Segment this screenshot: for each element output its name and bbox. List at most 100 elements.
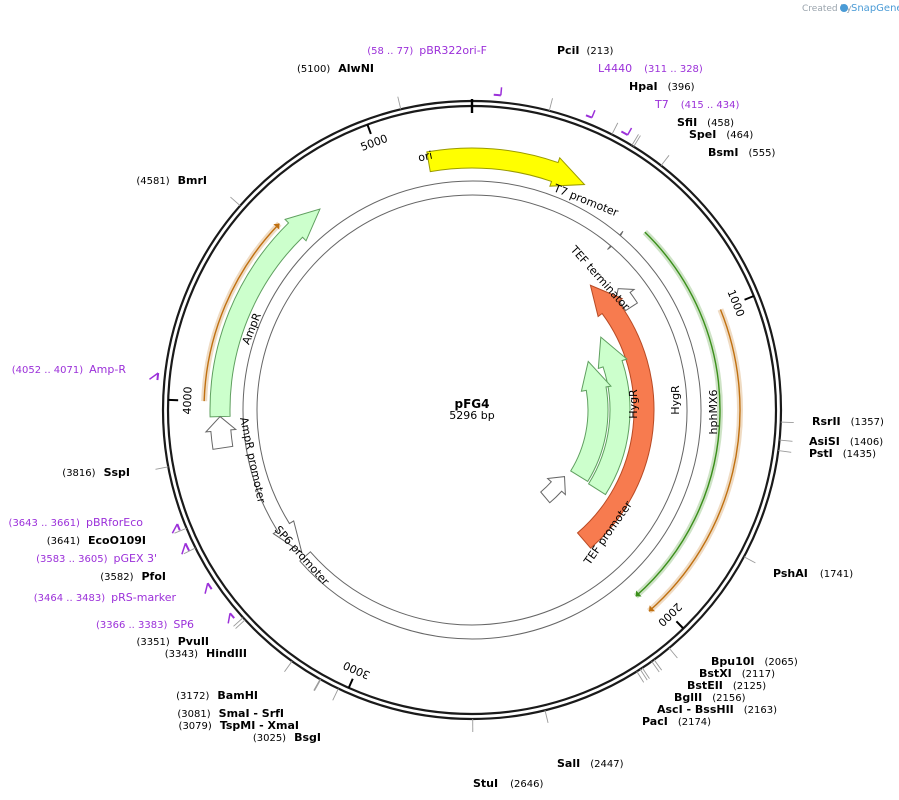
site-bsmi[interactable]: BsmI (555): [708, 146, 775, 159]
site-tspmi-xmai[interactable]: (3079) TspMI - XmaI: [179, 719, 299, 732]
site-stui[interactable]: StuI (2646): [473, 777, 543, 790]
feature-track: [204, 147, 702, 640]
site-leader-13: [639, 668, 648, 681]
feature-hygr-outer[interactable]: [587, 336, 631, 496]
site-leader-2: [631, 134, 639, 146]
site-leader-27: [397, 96, 402, 110]
t7-bar[interactable]: [620, 130, 629, 136]
site-leader-22: [233, 617, 244, 627]
site-pshai[interactable]: PshAI (1741): [773, 567, 853, 580]
primer-bar-track: [149, 87, 633, 624]
tick-2000: [675, 620, 685, 630]
prs-marker-bar[interactable]: [206, 582, 213, 590]
feature-ampr-promoter[interactable]: [204, 415, 238, 450]
site-psti[interactable]: PstI (1435): [809, 447, 876, 460]
site-rsrii[interactable]: RsrII (1357): [812, 415, 884, 428]
site-bmri[interactable]: (4581) BmrI: [136, 174, 207, 187]
primer-l4440[interactable]: L4440 (311 .. 328): [598, 62, 703, 75]
amp-r-bar-leader: [149, 372, 159, 380]
pbr322ori-f-bar[interactable]: [493, 93, 501, 97]
label-hphmx6: hphMX6: [707, 390, 720, 435]
primer-pbr322ori-f[interactable]: (58 .. 77) pBR322ori-F: [367, 44, 487, 57]
sp6-bar-leader: [227, 613, 231, 624]
site-leader-10: [653, 659, 663, 671]
feature-hphmx6[interactable]: [576, 284, 655, 549]
site-leader-7: [778, 450, 792, 453]
site-sspi[interactable]: (3816) SspI: [62, 466, 130, 479]
site-labels: PciI (213) HpaI (396) SfiI (458) SpeI (464) …: [47, 44, 884, 790]
pbrforeco-bar[interactable]: [176, 523, 181, 531]
primer-pbrforeco[interactable]: (3643 .. 3661) pBRforEco: [9, 516, 144, 529]
primer-labels: (58 .. 77) pBR322ori-F L4440 (311 .. 328) …: [9, 44, 740, 631]
site-bpu10i[interactable]: Bpu10I (2065): [711, 655, 798, 668]
primer-arrow-hph-green[interactable]: [635, 231, 721, 597]
label-ori: ori: [417, 149, 434, 165]
site-alwni[interactable]: (5100) AlwNI: [297, 62, 374, 75]
label-hygr-outer: HygR: [669, 385, 682, 415]
site-pvuii[interactable]: (3351) PvuII: [136, 635, 209, 648]
label-hygr-inner: HygR: [627, 389, 640, 419]
site-hpai[interactable]: HpaI (396): [629, 80, 695, 93]
site-leader-3: [633, 135, 641, 147]
thin-arrow-track: [201, 221, 743, 614]
site-paci[interactable]: PacI (2174): [642, 715, 711, 728]
site-pcii[interactable]: PciI (213): [557, 44, 613, 57]
credit-brand: SnapGene: [851, 3, 899, 14]
feature-ori[interactable]: [426, 147, 586, 187]
primer-sp6[interactable]: (3366 .. 3383) SP6: [96, 618, 194, 631]
site-leader-8: [743, 556, 756, 564]
primer-t7[interactable]: T7 (415 .. 434): [654, 98, 740, 111]
pgex3-bar-leader: [181, 543, 187, 555]
feature-hygr-inner[interactable]: [570, 360, 612, 483]
site-leader-25: [155, 466, 169, 470]
site-leader-24: [174, 527, 187, 534]
site-sfii[interactable]: SfiI (458): [677, 116, 734, 129]
site-hindiii[interactable]: (3343) HindIII: [165, 647, 247, 660]
site-spei[interactable]: SpeI (464): [689, 128, 753, 141]
plasmid-center-label: pFG4 5296 bp: [449, 397, 494, 422]
plasmid-name: pFG4: [455, 397, 490, 411]
site-pfoi[interactable]: (3582) PfoI: [100, 570, 166, 583]
primer-pgex3[interactable]: (3583 .. 3605) pGEX 3': [36, 552, 157, 565]
site-asisi[interactable]: AsiSI (1406): [809, 435, 883, 448]
primer-arrow-hph-orange-head: [648, 605, 655, 612]
feature-ampr[interactable]: [209, 208, 321, 418]
site-bamhi[interactable]: (3172) BamHI: [176, 689, 258, 702]
site-leader-23: [183, 547, 196, 555]
l4440-bar[interactable]: [585, 114, 593, 119]
tick-5000: [366, 124, 372, 135]
site-bstxi[interactable]: BstXI (2117): [699, 667, 775, 680]
pbrforeco-bar-leader: [171, 523, 178, 534]
tick-3000: [347, 678, 354, 689]
l4440-bar-leader: [591, 109, 596, 118]
feature-tef-promoter[interactable]: [540, 476, 566, 504]
site-leader-11: [651, 661, 660, 673]
site-leader-14: [636, 671, 645, 683]
tick-label-4000: 4000: [181, 386, 195, 414]
plasmid-size: 5296 bp: [449, 409, 494, 422]
snapgene-credit: Created by SnapGene: [802, 3, 899, 14]
primer-arrow-ampr-orange[interactable]: [203, 223, 280, 402]
site-bsteii[interactable]: BstEII (2125): [687, 679, 766, 692]
primer-arrow-hph-orange[interactable]: [648, 309, 741, 612]
primer-amp-r[interactable]: (4052 .. 4071) Amp-R: [12, 363, 127, 376]
site-leader-1: [611, 122, 619, 135]
snapgene-logo-icon: [840, 4, 848, 12]
site-leader-15: [544, 710, 549, 723]
feature-sp6-promoter[interactable]: [242, 180, 702, 640]
site-sali[interactable]: SalI (2447): [557, 757, 624, 770]
site-smai-srfi[interactable]: (3081) SmaI - SrfI: [177, 707, 284, 720]
site-asci-bsshii[interactable]: AscI - BssHII (2163): [657, 703, 777, 716]
site-bglii[interactable]: BglII (2156): [674, 691, 746, 704]
primer-prs-marker[interactable]: (3464 .. 3483) pRS-marker: [34, 591, 177, 604]
site-ecoo109i[interactable]: (3641) EcoO109I: [47, 534, 146, 547]
site-bsgi[interactable]: (3025) BsgI: [253, 731, 321, 744]
label-sp6-promoter: SP6 promoter: [272, 523, 332, 588]
site-leader-9: [668, 647, 678, 659]
pgex3-bar[interactable]: [184, 542, 190, 552]
tick-label-3000: 3000: [341, 658, 372, 681]
tick-1000: [744, 295, 755, 301]
backbone: [161, 99, 783, 721]
